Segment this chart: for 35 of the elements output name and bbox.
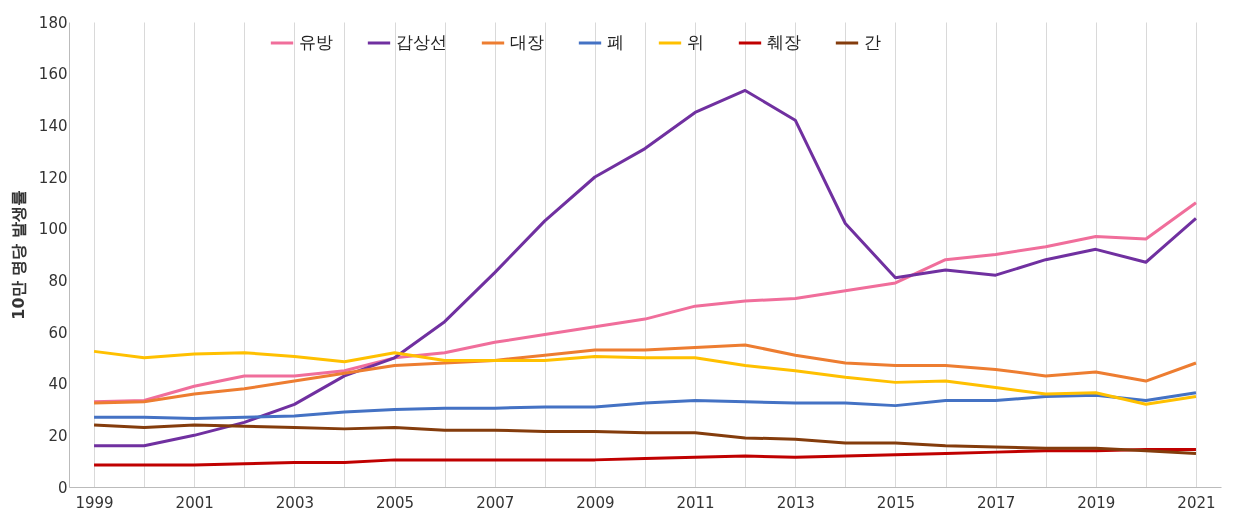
x-tick-label: 2003	[275, 493, 314, 512]
y-tick-label: 40	[48, 375, 68, 394]
y-tick-label: 100	[38, 220, 68, 239]
line-series	[92, 448, 1198, 467]
x-tick-label: 2017	[977, 493, 1016, 512]
legend-label: 갑상선	[396, 32, 447, 52]
y-tick-label: 20	[48, 426, 68, 445]
x-tick-label: 2007	[476, 493, 515, 512]
y-tick-label: 60	[48, 323, 68, 342]
x-tick-label: 2013	[776, 493, 815, 512]
y-tick-label: 80	[48, 271, 68, 290]
y-tick-label: 160	[38, 65, 68, 84]
x-tick-label: 2005	[375, 493, 415, 512]
x-tick-label: 2009	[576, 493, 615, 512]
legend-label: 폐	[607, 32, 624, 52]
y-tick-label: 140	[38, 116, 68, 135]
legend-label: 췌장	[767, 32, 801, 52]
x-tick-label: 2011	[676, 493, 715, 512]
y-tick-label: 0	[57, 478, 68, 497]
legend-label: 간	[864, 32, 881, 52]
legend-label: 위	[687, 32, 704, 52]
x-tick-label: 2019	[1077, 493, 1116, 512]
x-tick-label: 2001	[175, 493, 214, 512]
line-series	[92, 88, 1198, 448]
x-tick-label: 2015	[876, 493, 916, 512]
y-tick-label: 180	[38, 13, 68, 32]
y-tick-label: 120	[38, 168, 68, 187]
legend-label: 대장	[510, 32, 544, 52]
x-tick-label: 1999	[75, 493, 114, 512]
legend-label: 유방	[299, 32, 333, 52]
line-series	[92, 201, 1198, 404]
y-axis-title: 10만 명당 발생률	[8, 190, 28, 320]
line-series	[92, 391, 1198, 421]
x-tick-label: 2021	[1177, 493, 1216, 512]
line-series	[92, 423, 1198, 455]
